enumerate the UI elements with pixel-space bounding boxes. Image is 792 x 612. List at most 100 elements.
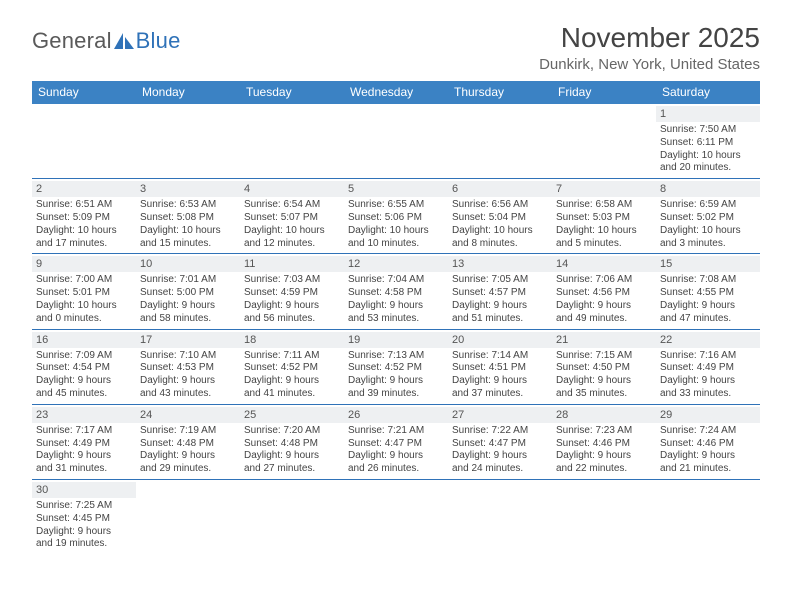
- day-detail: Sunrise: 7:50 AMSunset: 6:11 PMDaylight:…: [660, 124, 756, 175]
- daylight2-line: and 27 minutes.: [244, 463, 340, 476]
- day-cell: 22Sunrise: 7:16 AMSunset: 4:49 PMDayligh…: [656, 330, 760, 404]
- daylight2-line: and 22 minutes.: [556, 463, 652, 476]
- day-cell: [448, 104, 552, 178]
- day-cell: [344, 480, 448, 554]
- sunrise-line: Sunrise: 7:01 AM: [140, 274, 236, 287]
- sunrise-line: Sunrise: 7:17 AM: [36, 425, 132, 438]
- daylight1-line: Daylight: 9 hours: [36, 450, 132, 463]
- daylight1-line: Daylight: 9 hours: [660, 450, 756, 463]
- sunset-line: Sunset: 5:00 PM: [140, 287, 236, 300]
- day-detail: Sunrise: 7:09 AMSunset: 4:54 PMDaylight:…: [36, 350, 132, 401]
- sunset-line: Sunset: 4:58 PM: [348, 287, 444, 300]
- daylight1-line: Daylight: 10 hours: [660, 150, 756, 163]
- sunset-line: Sunset: 4:57 PM: [452, 287, 548, 300]
- day-detail: Sunrise: 7:10 AMSunset: 4:53 PMDaylight:…: [140, 350, 236, 401]
- sunset-line: Sunset: 4:48 PM: [140, 438, 236, 451]
- day-number: 5: [344, 181, 448, 197]
- sunset-line: Sunset: 5:08 PM: [140, 212, 236, 225]
- day-number: 15: [656, 256, 760, 272]
- sunset-line: Sunset: 4:49 PM: [660, 362, 756, 375]
- day-number: 6: [448, 181, 552, 197]
- daylight1-line: Daylight: 9 hours: [36, 526, 132, 539]
- sunrise-line: Sunrise: 7:10 AM: [140, 350, 236, 363]
- daylight1-line: Daylight: 9 hours: [348, 375, 444, 388]
- daylight1-line: Daylight: 9 hours: [36, 375, 132, 388]
- daylight2-line: and 43 minutes.: [140, 388, 236, 401]
- daylight1-line: Daylight: 10 hours: [660, 225, 756, 238]
- sunset-line: Sunset: 5:09 PM: [36, 212, 132, 225]
- sunrise-line: Sunrise: 6:58 AM: [556, 199, 652, 212]
- daylight1-line: Daylight: 9 hours: [452, 450, 548, 463]
- sunset-line: Sunset: 4:47 PM: [348, 438, 444, 451]
- day-header: Saturday: [656, 81, 760, 104]
- sunset-line: Sunset: 5:02 PM: [660, 212, 756, 225]
- daylight2-line: and 17 minutes.: [36, 238, 132, 251]
- header: General Blue November 2025 Dunkirk, New …: [32, 22, 760, 73]
- day-detail: Sunrise: 7:06 AMSunset: 4:56 PMDaylight:…: [556, 274, 652, 325]
- day-number: 14: [552, 256, 656, 272]
- sunrise-line: Sunrise: 7:25 AM: [36, 500, 132, 513]
- sunset-line: Sunset: 4:52 PM: [244, 362, 340, 375]
- day-cell: 13Sunrise: 7:05 AMSunset: 4:57 PMDayligh…: [448, 254, 552, 328]
- daylight2-line: and 58 minutes.: [140, 313, 236, 326]
- daylight1-line: Daylight: 9 hours: [556, 450, 652, 463]
- sunset-line: Sunset: 4:54 PM: [36, 362, 132, 375]
- daylight1-line: Daylight: 9 hours: [348, 300, 444, 313]
- day-detail: Sunrise: 6:51 AMSunset: 5:09 PMDaylight:…: [36, 199, 132, 250]
- day-cell: 23Sunrise: 7:17 AMSunset: 4:49 PMDayligh…: [32, 405, 136, 479]
- sunset-line: Sunset: 4:48 PM: [244, 438, 340, 451]
- day-detail: Sunrise: 7:13 AMSunset: 4:52 PMDaylight:…: [348, 350, 444, 401]
- day-cell: 26Sunrise: 7:21 AMSunset: 4:47 PMDayligh…: [344, 405, 448, 479]
- day-cell: [344, 104, 448, 178]
- day-number: 17: [136, 332, 240, 348]
- daylight2-line: and 41 minutes.: [244, 388, 340, 401]
- logo-text-1: General: [32, 28, 112, 54]
- daylight1-line: Daylight: 9 hours: [452, 300, 548, 313]
- day-cell: [240, 104, 344, 178]
- day-cell: [32, 104, 136, 178]
- day-header: Friday: [552, 81, 656, 104]
- daylight2-line: and 53 minutes.: [348, 313, 444, 326]
- day-detail: Sunrise: 7:08 AMSunset: 4:55 PMDaylight:…: [660, 274, 756, 325]
- sunrise-line: Sunrise: 7:21 AM: [348, 425, 444, 438]
- day-number: 24: [136, 407, 240, 423]
- day-number: 19: [344, 332, 448, 348]
- sunrise-line: Sunrise: 6:51 AM: [36, 199, 132, 212]
- sunset-line: Sunset: 4:55 PM: [660, 287, 756, 300]
- day-header: Thursday: [448, 81, 552, 104]
- sunrise-line: Sunrise: 7:20 AM: [244, 425, 340, 438]
- sunset-line: Sunset: 4:46 PM: [660, 438, 756, 451]
- day-cell: [136, 480, 240, 554]
- daylight1-line: Daylight: 9 hours: [244, 375, 340, 388]
- sunrise-line: Sunrise: 7:24 AM: [660, 425, 756, 438]
- daylight2-line: and 39 minutes.: [348, 388, 444, 401]
- sunset-line: Sunset: 4:52 PM: [348, 362, 444, 375]
- day-detail: Sunrise: 6:56 AMSunset: 5:04 PMDaylight:…: [452, 199, 548, 250]
- sunrise-line: Sunrise: 7:04 AM: [348, 274, 444, 287]
- sunset-line: Sunset: 5:07 PM: [244, 212, 340, 225]
- daylight2-line: and 5 minutes.: [556, 238, 652, 251]
- day-number: 7: [552, 181, 656, 197]
- day-cell: 27Sunrise: 7:22 AMSunset: 4:47 PMDayligh…: [448, 405, 552, 479]
- daylight1-line: Daylight: 9 hours: [660, 375, 756, 388]
- daylight2-line: and 33 minutes.: [660, 388, 756, 401]
- day-header-row: Sunday Monday Tuesday Wednesday Thursday…: [32, 81, 760, 104]
- day-number: 20: [448, 332, 552, 348]
- day-detail: Sunrise: 6:58 AMSunset: 5:03 PMDaylight:…: [556, 199, 652, 250]
- day-cell: 5 Sunrise: 6:55 AMSunset: 5:06 PMDaylight…: [344, 179, 448, 253]
- day-detail: Sunrise: 7:14 AMSunset: 4:51 PMDaylight:…: [452, 350, 548, 401]
- week-row: 1Sunrise: 7:50 AMSunset: 6:11 PMDaylight…: [32, 104, 760, 179]
- daylight1-line: Daylight: 10 hours: [36, 300, 132, 313]
- day-cell: [552, 480, 656, 554]
- sunset-line: Sunset: 4:47 PM: [452, 438, 548, 451]
- sunset-line: Sunset: 4:50 PM: [556, 362, 652, 375]
- daylight2-line: and 20 minutes.: [660, 162, 756, 175]
- day-header: Monday: [136, 81, 240, 104]
- day-detail: Sunrise: 6:55 AMSunset: 5:06 PMDaylight:…: [348, 199, 444, 250]
- location: Dunkirk, New York, United States: [539, 56, 760, 73]
- daylight1-line: Daylight: 9 hours: [244, 300, 340, 313]
- day-number: 10: [136, 256, 240, 272]
- day-cell: 24Sunrise: 7:19 AMSunset: 4:48 PMDayligh…: [136, 405, 240, 479]
- day-cell: 20 Sunrise: 7:14 AMSunset: 4:51 PMDayligh…: [448, 330, 552, 404]
- day-cell: 1Sunrise: 7:50 AMSunset: 6:11 PMDaylight…: [656, 104, 760, 178]
